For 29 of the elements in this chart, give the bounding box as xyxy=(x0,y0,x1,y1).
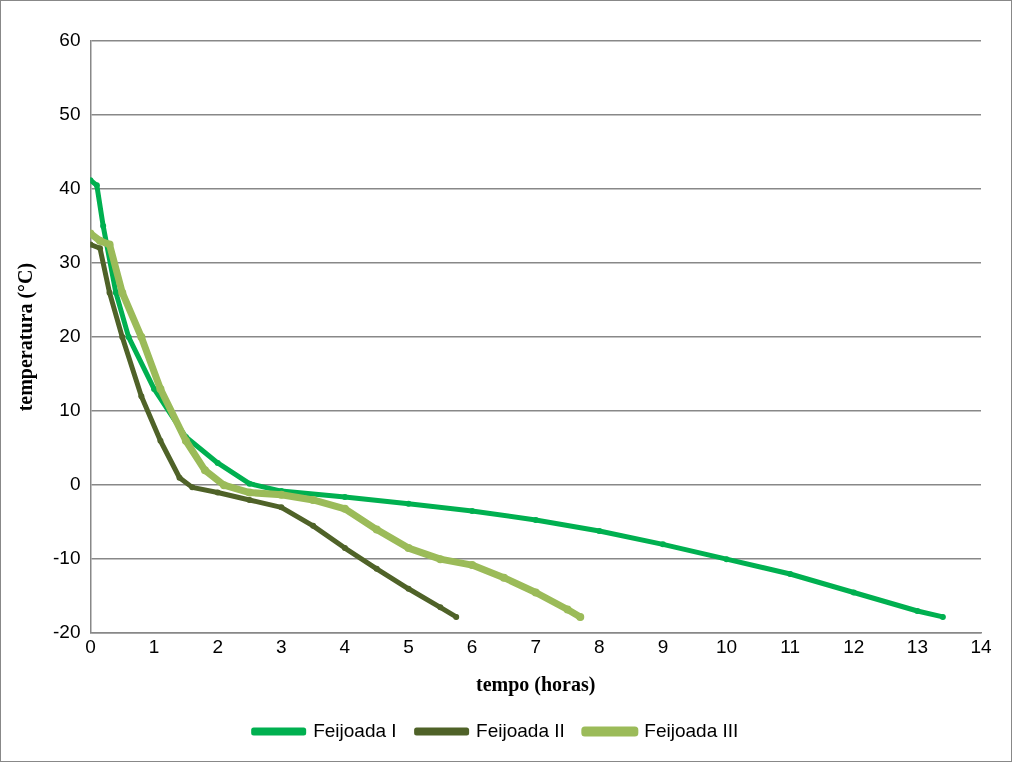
legend-label: Feijoada II xyxy=(476,719,565,741)
y-tick-label: -20 xyxy=(52,621,81,643)
x-tick-label: 9 xyxy=(657,635,669,657)
x-tick-label: 4 xyxy=(339,635,351,657)
x-tick-label: 10 xyxy=(715,635,738,657)
y-tick-label: 20 xyxy=(59,325,81,347)
x-tick-label: 1 xyxy=(148,635,160,657)
x-axis-title: tempo (horas) xyxy=(476,673,596,697)
x-tick-label: 5 xyxy=(403,635,414,657)
x-tick-label: 2 xyxy=(212,635,223,657)
x-tick-label: 12 xyxy=(843,635,865,657)
y-tick-label: 0 xyxy=(69,473,81,495)
x-tick-label: 14 xyxy=(970,635,992,657)
x-tick-label: 0 xyxy=(85,635,96,657)
legend-label: Feijoada III xyxy=(644,719,739,741)
x-tick-label: 11 xyxy=(780,635,801,657)
y-tick-label: 40 xyxy=(59,177,81,199)
x-tick-label: 7 xyxy=(530,635,542,657)
y-tick-label: 50 xyxy=(59,103,81,125)
x-tick-label: 6 xyxy=(466,635,478,657)
x-tick-label: 8 xyxy=(594,635,605,657)
x-tick-label: 3 xyxy=(276,635,287,657)
x-tick-label: 13 xyxy=(906,635,928,657)
legend-label: Feijoada I xyxy=(313,719,397,741)
y-tick-label: 10 xyxy=(59,399,81,421)
y-tick-label: -10 xyxy=(52,547,81,569)
y-tick-label: 60 xyxy=(59,29,81,51)
y-axis-title: temperatura (°C) xyxy=(14,262,38,412)
y-tick-label: 30 xyxy=(59,251,81,273)
